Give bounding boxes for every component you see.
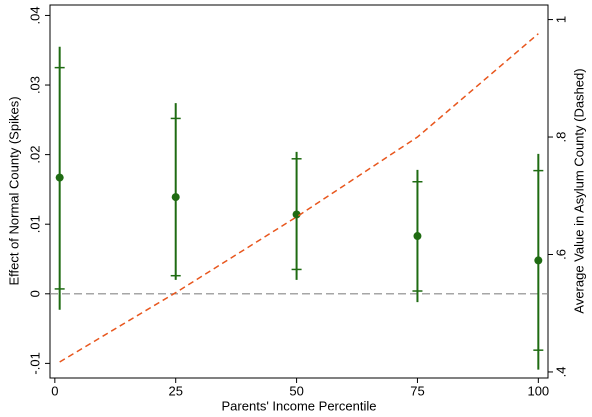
y2-axis-title: Average Value in Asylum County (Dashed) (571, 68, 586, 313)
y-axis-title: Effect of Normal County (Spikes) (6, 96, 21, 285)
y2-tick-label: 1 (553, 16, 568, 23)
y-tick-label: .02 (27, 146, 42, 164)
point (55, 173, 64, 182)
y2-tick-label: .8 (553, 132, 568, 143)
y-tick-label: 0 (27, 290, 42, 297)
y2-tick-label: .4 (553, 367, 568, 378)
point (292, 210, 301, 219)
x-axis-title: Parents' Income Percentile (222, 398, 377, 413)
x-tick-label: 0 (51, 383, 58, 398)
point (413, 232, 422, 241)
point (171, 193, 180, 202)
y-tick-label: .04 (27, 6, 42, 24)
x-tick-label: 100 (527, 383, 549, 398)
y2-tick-label: .6 (553, 249, 568, 260)
y-tick-label: .03 (27, 76, 42, 94)
x-tick-label: 25 (168, 383, 182, 398)
plot-frame (49, 4, 549, 379)
x-tick-label: 50 (289, 383, 303, 398)
x-tick-label: 75 (410, 383, 424, 398)
y-tick-label: .01 (27, 215, 42, 233)
y-tick-label: -.01 (27, 352, 42, 374)
point (534, 256, 543, 265)
dashed-line (59, 33, 539, 363)
